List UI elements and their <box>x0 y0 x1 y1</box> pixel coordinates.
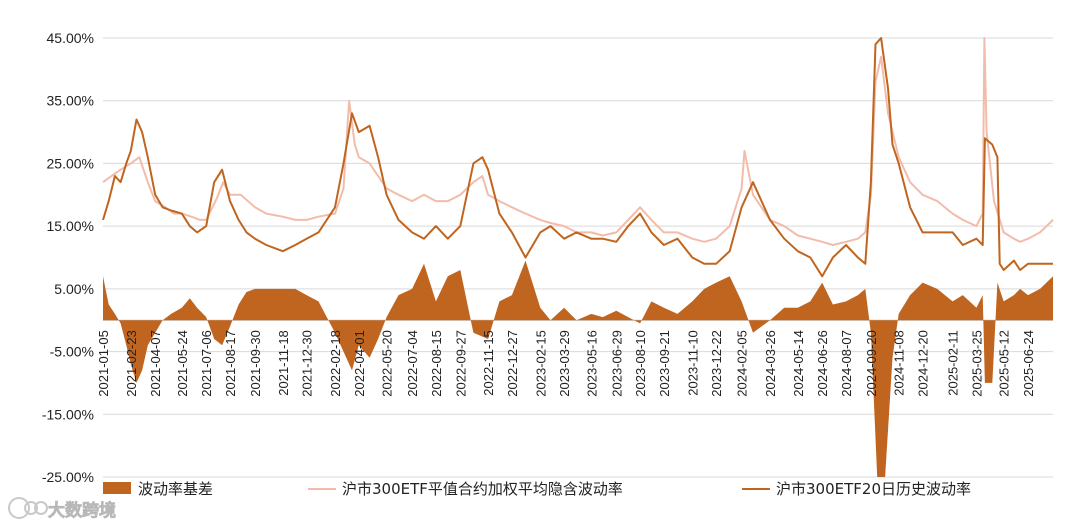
x-tick-label: 2024-02-05 <box>735 330 750 397</box>
x-tick-label: 2022-09-27 <box>453 330 468 397</box>
line-series <box>102 37 1054 278</box>
x-tick-label: 2021-08-17 <box>223 330 238 397</box>
x-tick-label: 2021-12-30 <box>300 330 315 397</box>
x-tick-label: 2021-04-07 <box>148 330 163 397</box>
legend-label-implied-vol: 沪市300ETF平值合约加权平均隐含波动率 <box>342 480 623 498</box>
y-tick-label: 45.00% <box>47 30 94 46</box>
x-tick-label: 2024-08-07 <box>839 330 854 397</box>
x-tick-label: 2022-11-15 <box>481 330 496 396</box>
x-tick-label: 2023-02-15 <box>533 330 548 397</box>
implied-vol-line <box>102 37 1054 246</box>
x-tick-label: 2023-08-10 <box>633 330 648 397</box>
x-tick-label: 2022-05-20 <box>380 330 395 397</box>
x-tick-label: 2024-09-20 <box>864 330 879 397</box>
y-tick-label: 5.00% <box>54 281 94 297</box>
x-tick-label: 2024-05-14 <box>791 330 806 397</box>
legend-label-basis: 波动率基差 <box>138 480 213 498</box>
x-tick-label: 2021-05-24 <box>175 330 190 397</box>
x-tick-label: 2021-02-23 <box>124 330 139 397</box>
legend-item-implied-vol: 沪市300ETF平值合约加权平均隐含波动率 <box>308 480 623 498</box>
x-tick-label: 2021-09-30 <box>248 330 263 397</box>
legend-swatch-basis <box>103 482 131 494</box>
x-tick-label: 2024-06-26 <box>815 330 830 397</box>
x-tick-label: 2023-03-29 <box>557 330 572 397</box>
x-tick-label: 2022-07-04 <box>405 330 420 397</box>
gridlines <box>103 37 1053 478</box>
legend-item-basis: 波动率基差 <box>103 480 213 498</box>
x-tick-label: 2022-08-15 <box>429 330 444 397</box>
legend: 波动率基差 沪市300ETF平值合约加权平均隐含波动率 沪市300ETF20日历… <box>103 480 971 498</box>
x-axis-tick-labels: 2021-01-05 2021-02-23 2021-04-07 2021-05-24… <box>96 330 1036 397</box>
x-tick-label: 2025-02-11 <box>946 330 961 396</box>
x-tick-label: 2023-09-21 <box>657 330 672 397</box>
y-tick-label: 35.00% <box>47 93 94 109</box>
x-tick-label: 2022-12-27 <box>505 330 520 397</box>
x-tick-label: 2025-03-25 <box>969 330 984 397</box>
y-tick-label: -25.00% <box>42 469 94 485</box>
x-tick-label: 2025-06-24 <box>1021 330 1036 397</box>
basis-area-series <box>103 260 1053 477</box>
watermark: 大数跨境 <box>8 497 116 521</box>
x-tick-label: 2021-07-06 <box>199 330 214 397</box>
watermark-logo-icon <box>8 497 48 519</box>
legend-label-historical-vol: 沪市300ETF20日历史波动率 <box>776 480 971 498</box>
y-tick-label: 25.00% <box>47 155 94 171</box>
x-tick-label: 2022-02-18 <box>328 330 343 397</box>
x-tick-label: 2024-03-26 <box>763 330 778 397</box>
y-tick-label: -15.00% <box>42 406 94 422</box>
x-tick-label: 2023-12-22 <box>709 330 724 397</box>
x-tick-label: 2023-05-16 <box>584 330 599 397</box>
y-tick-label: -5.00% <box>50 344 94 360</box>
basis-area <box>103 260 1053 477</box>
x-tick-label: 2023-06-29 <box>609 330 624 397</box>
legend-item-historical-vol: 沪市300ETF20日历史波动率 <box>742 480 971 498</box>
historical-vol-line <box>102 37 1053 278</box>
x-tick-label: 2021-01-05 <box>96 330 111 397</box>
y-axis-tick-labels: 45.00% 35.00% 25.00% 15.00% 5.00% -5.00% -15.0… <box>42 30 94 485</box>
watermark-text: 大数跨境 <box>48 500 116 521</box>
x-tick-label: 2022-04-01 <box>352 330 367 397</box>
x-tick-label: 2024-11-08 <box>892 330 907 396</box>
x-tick-label: 2021-11-18 <box>276 330 291 396</box>
x-tick-label: 2025-05-12 <box>997 330 1012 397</box>
x-tick-label: 2024-12-20 <box>916 330 931 397</box>
x-tick-label: 2023-11-10 <box>685 330 700 396</box>
y-tick-label: 15.00% <box>47 218 94 234</box>
